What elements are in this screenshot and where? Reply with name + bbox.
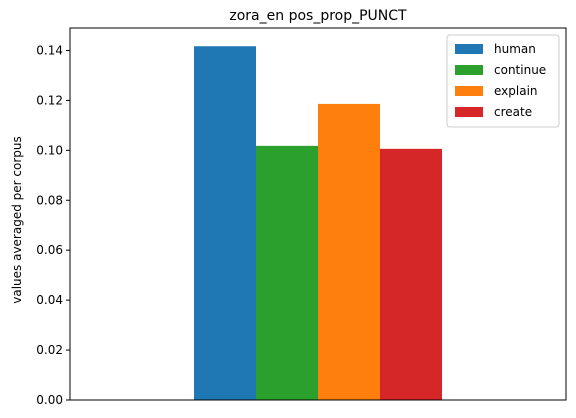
y-tick-label: 0.10	[36, 143, 63, 157]
bars-group	[194, 46, 442, 401]
legend: human continue explain create	[446, 34, 560, 128]
legend-label-explain: explain	[494, 84, 538, 98]
legend-swatch-continue	[455, 65, 483, 75]
legend-swatch-explain	[455, 86, 483, 96]
legend-label-continue: continue	[494, 63, 546, 77]
legend-swatch-human	[455, 44, 483, 54]
y-tick-label: 0.12	[36, 93, 63, 107]
legend-swatch-create	[455, 107, 483, 117]
y-tick-label: 0.02	[36, 343, 63, 357]
y-tick-label: 0.14	[36, 43, 63, 57]
bar-human	[194, 46, 256, 401]
y-tick-label: 0.08	[36, 193, 63, 207]
y-tick-label: 0.04	[36, 293, 63, 307]
legend-label-human: human	[494, 42, 536, 56]
bar-create	[380, 148, 442, 400]
y-tick-label: 0.00	[36, 393, 63, 407]
bar-continue	[256, 145, 318, 400]
y-axis: 0.00 0.02 0.04 0.06 0.08 0.10 0.12 0.14	[36, 43, 70, 407]
y-tick-label: 0.06	[36, 243, 63, 257]
y-axis-label: values averaged per corpus	[10, 136, 24, 304]
chart-title: zora_en pos_prop_PUNCT	[229, 8, 407, 24]
plot-frame	[69, 27, 567, 401]
bar-explain	[318, 103, 380, 401]
legend-box	[446, 34, 560, 128]
legend-label-create: create	[494, 105, 532, 119]
